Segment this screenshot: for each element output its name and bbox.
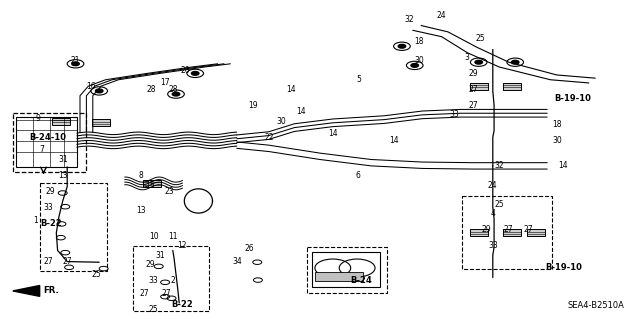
Circle shape: [95, 89, 103, 93]
Text: 14: 14: [388, 136, 399, 145]
Text: 21: 21: [71, 56, 80, 65]
Text: 33: 33: [449, 110, 460, 119]
Text: 24: 24: [488, 181, 498, 189]
Text: 29: 29: [45, 187, 55, 196]
Bar: [462, 196, 552, 269]
Text: 27: 27: [523, 225, 533, 234]
Text: 3: 3: [465, 53, 470, 62]
Text: 33: 33: [488, 241, 498, 250]
Bar: [503, 229, 521, 236]
Circle shape: [172, 92, 180, 96]
Text: 6: 6: [356, 171, 361, 180]
Text: 28: 28: [168, 85, 177, 94]
Text: 25: 25: [494, 200, 504, 209]
Text: 29: 29: [468, 69, 479, 78]
Circle shape: [398, 44, 406, 48]
Text: 14: 14: [296, 107, 306, 116]
Text: 9: 9: [36, 114, 41, 122]
Text: SEA4-B2510A: SEA4-B2510A: [567, 301, 624, 310]
Text: 20: 20: [180, 66, 191, 75]
Bar: [312, 252, 380, 287]
Bar: [13, 113, 86, 172]
Text: 8: 8: [138, 171, 143, 180]
Text: 14: 14: [558, 161, 568, 170]
Text: 27: 27: [468, 101, 479, 110]
Text: 31: 31: [155, 251, 165, 260]
Text: 17: 17: [160, 78, 170, 87]
Text: 16: 16: [86, 82, 96, 91]
Text: 18: 18: [552, 120, 561, 129]
Text: 27: 27: [62, 257, 72, 266]
Text: FR.: FR.: [44, 286, 60, 295]
Text: 27: 27: [43, 257, 53, 266]
Text: 30: 30: [276, 117, 287, 126]
Text: B-19-10: B-19-10: [554, 94, 591, 103]
Text: 5: 5: [356, 75, 361, 84]
Text: B-24-10: B-24-10: [29, 133, 67, 142]
Text: 32: 32: [494, 161, 504, 170]
Text: 25: 25: [91, 270, 101, 279]
Text: 25: 25: [475, 34, 485, 43]
Text: B-24: B-24: [351, 276, 372, 285]
Circle shape: [411, 63, 419, 67]
Bar: [470, 83, 488, 90]
Text: 4: 4: [490, 209, 495, 218]
Text: 26: 26: [244, 244, 255, 253]
Text: 19: 19: [248, 101, 258, 110]
Text: 27: 27: [468, 85, 479, 94]
Text: 23: 23: [164, 187, 175, 196]
Text: 32: 32: [404, 15, 415, 24]
Bar: [92, 119, 110, 126]
Text: 29: 29: [481, 225, 492, 234]
Circle shape: [475, 60, 483, 64]
Text: 28: 28: [147, 85, 156, 94]
Bar: [52, 118, 70, 125]
Text: 30: 30: [552, 136, 562, 145]
Text: 13: 13: [58, 171, 68, 180]
Bar: [143, 180, 161, 187]
Text: 31: 31: [58, 155, 68, 164]
Polygon shape: [13, 286, 40, 296]
Bar: [307, 247, 387, 293]
Text: B-22: B-22: [40, 219, 62, 228]
Circle shape: [191, 71, 199, 75]
Bar: [470, 229, 488, 236]
Circle shape: [72, 62, 79, 66]
Text: 30: 30: [414, 56, 424, 65]
Text: 1: 1: [33, 216, 38, 225]
Circle shape: [511, 60, 519, 64]
Text: 27: 27: [161, 289, 172, 298]
Text: 27: 27: [139, 289, 149, 298]
Text: 18: 18: [415, 37, 424, 46]
Bar: [527, 229, 545, 236]
Text: 11: 11: [168, 232, 177, 241]
Text: 13: 13: [136, 206, 146, 215]
Text: 29: 29: [145, 260, 156, 269]
Bar: [40, 183, 107, 271]
Bar: [315, 272, 363, 281]
Bar: [16, 117, 77, 167]
Text: 24: 24: [436, 11, 447, 20]
Text: 10: 10: [148, 232, 159, 241]
Text: 34: 34: [232, 257, 242, 266]
Text: 15: 15: [145, 181, 156, 189]
Text: 12: 12: [178, 241, 187, 250]
Text: 7: 7: [39, 145, 44, 154]
Text: 14: 14: [286, 85, 296, 94]
Text: 14: 14: [328, 130, 338, 138]
Text: 33: 33: [43, 203, 53, 212]
Bar: [503, 83, 521, 90]
Text: 2: 2: [170, 276, 175, 285]
Text: 25: 25: [148, 305, 159, 314]
Text: B-19-10: B-19-10: [545, 263, 582, 272]
Bar: [133, 246, 209, 311]
Text: 33: 33: [148, 276, 159, 285]
Text: 22: 22: [264, 133, 273, 142]
Text: 27: 27: [504, 225, 514, 234]
Text: B-22: B-22: [172, 300, 193, 309]
